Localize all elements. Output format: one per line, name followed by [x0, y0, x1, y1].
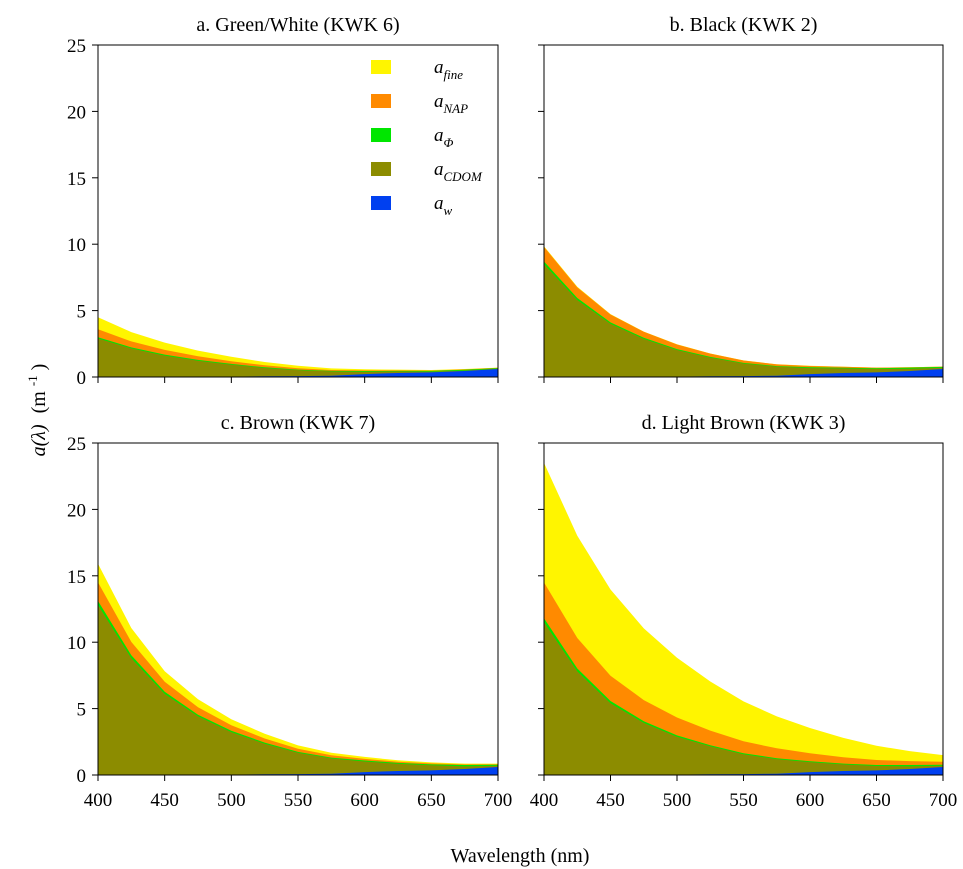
y-tick-label: 15	[67, 169, 86, 190]
panels: a. Green/White (KWK 6) 0 5 10 15 20 25 b. Black…	[67, 14, 957, 811]
x-tick-label: 550	[729, 790, 758, 811]
x-tick-label: 650	[862, 790, 891, 811]
panel-title: b. Black (KWK 2)	[670, 14, 818, 36]
x-axis-label: Wavelength (nm)	[451, 845, 590, 867]
panel-title: c. Brown (KWK 7)	[221, 412, 375, 434]
legend-swatch-1	[371, 94, 391, 108]
legend-label-4: aw	[434, 193, 453, 218]
x-tick-label: 650	[417, 790, 446, 811]
x-tick-label: 600	[796, 790, 825, 811]
y-axis-label: a(λ) (m -1 )	[20, 364, 50, 457]
y-tick-label: 20	[67, 102, 86, 123]
panel-title: d. Light Brown (KWK 3)	[642, 412, 846, 434]
y-axis-label-exp: -1	[25, 375, 40, 386]
y-axis-label-unit: (m	[28, 391, 50, 414]
y-tick-label: 15	[67, 567, 86, 588]
y-axis-label-close: )	[28, 364, 50, 371]
y-tick-label: 0	[77, 766, 87, 787]
area-cdom	[544, 264, 943, 377]
x-tick-label: 500	[217, 790, 246, 811]
panel-3: c. Brown (KWK 7) 0 5 10 15 20 25 400 450 500 550 60…	[67, 412, 512, 811]
legend-label-1: aNAP	[434, 91, 468, 116]
y-tick-label: 25	[67, 36, 86, 57]
legend-label-2: aΦ	[434, 125, 454, 150]
legend-swatch-4	[371, 196, 391, 210]
x-tick-label: 500	[663, 790, 692, 811]
y-axis-label-main: a(λ)	[28, 424, 50, 456]
x-tick-label: 700	[484, 790, 513, 811]
x-tick-label: 400	[84, 790, 113, 811]
y-tick-label: 5	[77, 700, 87, 721]
panel-2: b. Black (KWK 2)	[538, 14, 943, 383]
x-tick-label: 600	[350, 790, 379, 811]
x-tick-label: 700	[929, 790, 958, 811]
y-tick-label: 5	[77, 302, 87, 323]
x-tick-label: 450	[150, 790, 179, 811]
y-tick-label: 20	[67, 500, 86, 521]
y-tick-label: 10	[67, 633, 86, 654]
legend-swatch-3	[371, 162, 391, 176]
legend-swatch-2	[371, 128, 391, 142]
panel-title: a. Green/White (KWK 6)	[196, 14, 399, 36]
x-tick-label: 550	[284, 790, 313, 811]
x-tick-label: 400	[530, 790, 559, 811]
panel-4: d. Light Brown (KWK 3) 400 450 500 550 600 650…	[530, 412, 958, 811]
legend-label-3: aCDOM	[434, 159, 483, 184]
y-tick-label: 25	[67, 434, 86, 455]
y-tick-label: 0	[77, 368, 87, 389]
legend-label-0: afine	[434, 57, 463, 82]
x-tick-label: 450	[596, 790, 625, 811]
legend-swatch-0	[371, 60, 391, 74]
y-tick-label: 10	[67, 235, 86, 256]
legend: afine aNAP aΦ aCDOM aw	[371, 57, 483, 218]
